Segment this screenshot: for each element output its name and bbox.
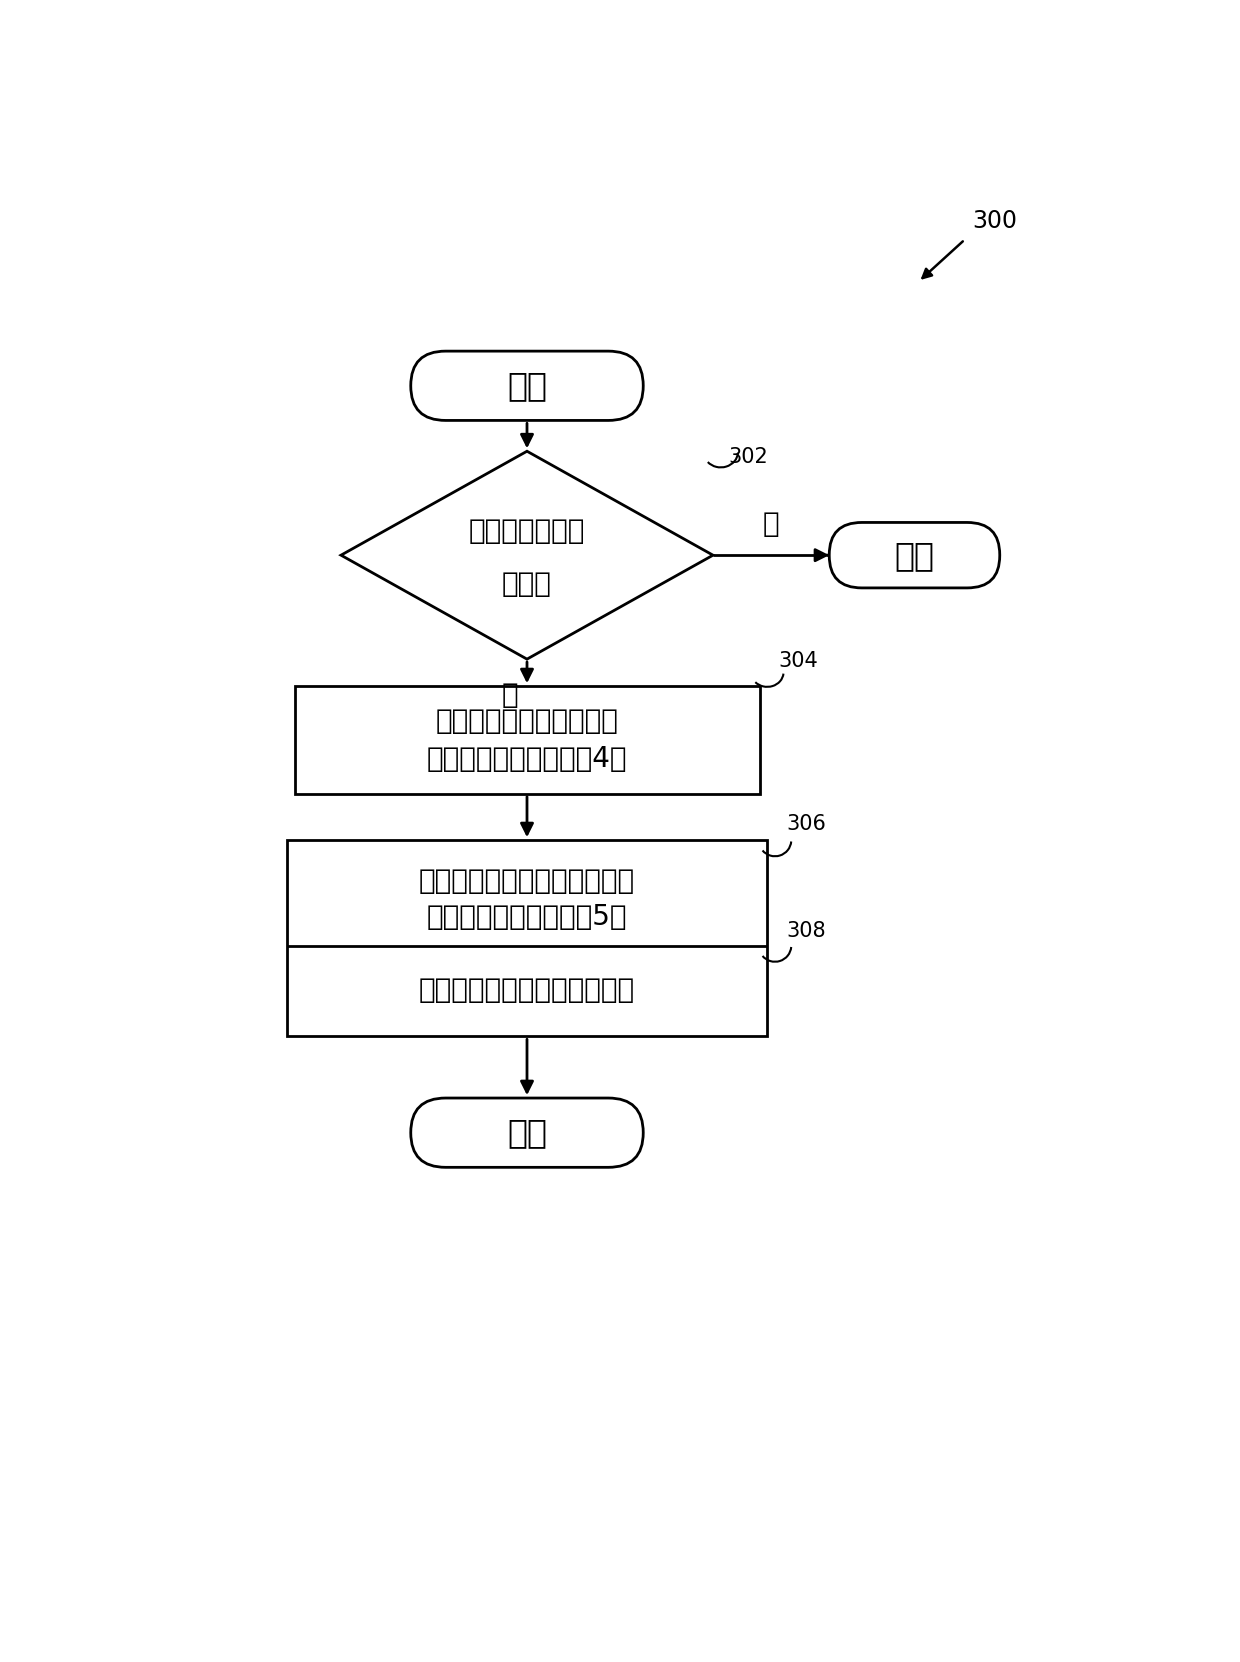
Text: 数据而更新校准表（图4）: 数据而更新校准表（图4）	[427, 745, 627, 773]
Text: 否: 否	[763, 510, 780, 538]
Text: 是: 是	[502, 681, 518, 708]
Text: 302: 302	[729, 447, 769, 467]
Text: 300: 300	[972, 209, 1018, 233]
Bar	[295, 686, 759, 794]
Text: 将车载数据上传到车外网络上: 将车载数据上传到车外网络上	[419, 976, 635, 1004]
FancyBboxPatch shape	[410, 351, 644, 420]
Text: 结束: 结束	[507, 1117, 547, 1148]
Polygon shape	[341, 450, 713, 660]
Text: 动力传动系统输出（图5）: 动力传动系统输出（图5）	[427, 902, 627, 931]
Text: 结束: 结束	[894, 538, 935, 572]
Text: 更新？: 更新？	[502, 570, 552, 598]
Text: 306: 306	[786, 814, 827, 834]
Text: 基于更新的校准表而优化车辆: 基于更新的校准表而优化车辆	[419, 868, 635, 894]
Text: 308: 308	[786, 921, 826, 941]
Text: 开始: 开始	[507, 369, 547, 402]
Text: 校准表是否安排: 校准表是否安排	[469, 517, 585, 545]
FancyBboxPatch shape	[830, 522, 999, 588]
Text: 基于车辆运转和车外网络: 基于车辆运转和车外网络	[435, 706, 619, 735]
Text: 304: 304	[779, 652, 818, 671]
FancyBboxPatch shape	[410, 1099, 644, 1167]
Bar	[286, 839, 768, 1037]
